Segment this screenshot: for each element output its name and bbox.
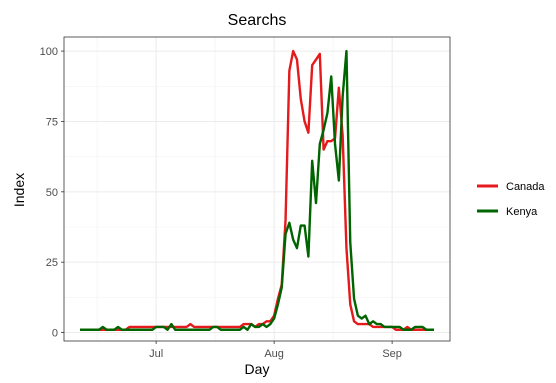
y-axis-title: Index: [11, 173, 27, 207]
series-line-kenya: [80, 49, 434, 331]
y-tick-label: 25: [46, 257, 58, 269]
series-line-canada: [80, 49, 434, 331]
y-tick-label: 75: [46, 116, 58, 128]
series-lines: [80, 49, 434, 331]
x-tick-label: Sep: [382, 348, 402, 360]
legend-label-canada: Canada: [506, 181, 545, 193]
chart-title: Searchs: [228, 12, 287, 29]
y-tick-label: 50: [46, 187, 58, 199]
grid-major: [64, 37, 450, 341]
x-axis-title: Day: [245, 361, 270, 377]
y-tick-label: 100: [40, 46, 58, 58]
plot-panel: [63, 36, 451, 342]
panel-border: [63, 36, 451, 342]
y-axis: 0 25 50 75 100: [40, 46, 64, 340]
legend-label-kenya: Kenya: [506, 206, 538, 218]
legend: Canada Kenya: [477, 181, 545, 218]
y-tick-label: 0: [52, 328, 58, 340]
x-axis: Jul Aug Sep: [149, 341, 402, 360]
grid-minor: [64, 37, 450, 341]
x-tick-label: Jul: [149, 348, 163, 360]
x-tick-label: Aug: [264, 348, 284, 360]
